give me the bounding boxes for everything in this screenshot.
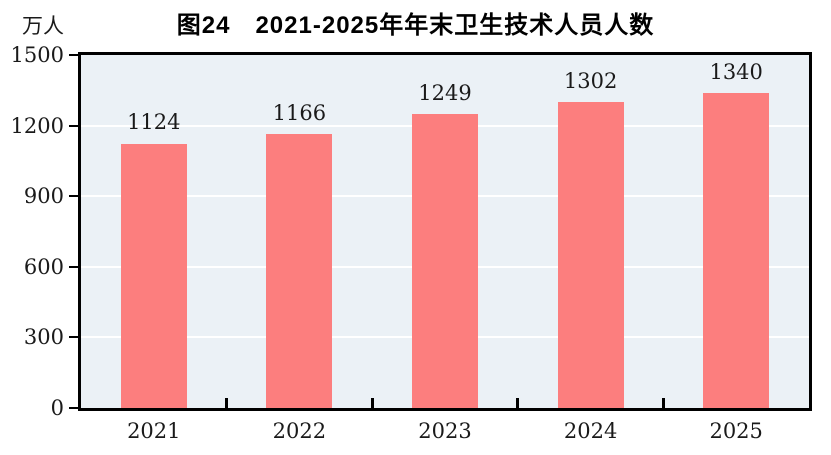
y-axis-tick [69,407,78,409]
y-axis-tick [69,124,78,127]
bar-value-label: 1249 [418,81,472,106]
x-axis-boundary-tick [370,398,374,408]
bar-value-label: 1340 [709,59,763,84]
y-tick-label: 1500 [10,43,64,67]
y-tick-label: 0 [50,396,64,420]
x-category-label: 2023 [418,419,472,443]
bar [703,92,770,408]
y-axis-tick [69,195,78,198]
bar [266,133,333,408]
bar-value-label: 1124 [127,110,181,135]
x-category-label: 2025 [709,419,763,443]
bar-value-label: 1166 [272,100,327,125]
y-axis-tick [69,336,78,339]
x-category-label: 2024 [563,419,618,443]
x-category-label: 2022 [272,419,327,443]
x-category-label: 2021 [127,419,181,443]
bar [557,101,624,408]
bar-value-label: 1302 [563,68,618,93]
y-axis-tick [69,265,78,268]
bar [120,143,187,408]
bar [412,114,478,408]
x-axis-boundary-tick [516,398,520,408]
x-axis-boundary-tick [661,398,665,408]
y-tick-label: 600 [23,254,64,279]
x-axis-boundary-tick [225,398,229,408]
y-axis-unit-label: 万人 [22,14,64,38]
y-tick-label: 1200 [10,113,64,138]
y-tick-label: 300 [23,325,64,350]
plot-area [78,52,812,411]
chart-title: 图24 2021-2025年年末卫生技术人员人数 [176,12,655,39]
y-axis-tick [69,54,78,56]
y-tick-label: 900 [23,184,64,209]
